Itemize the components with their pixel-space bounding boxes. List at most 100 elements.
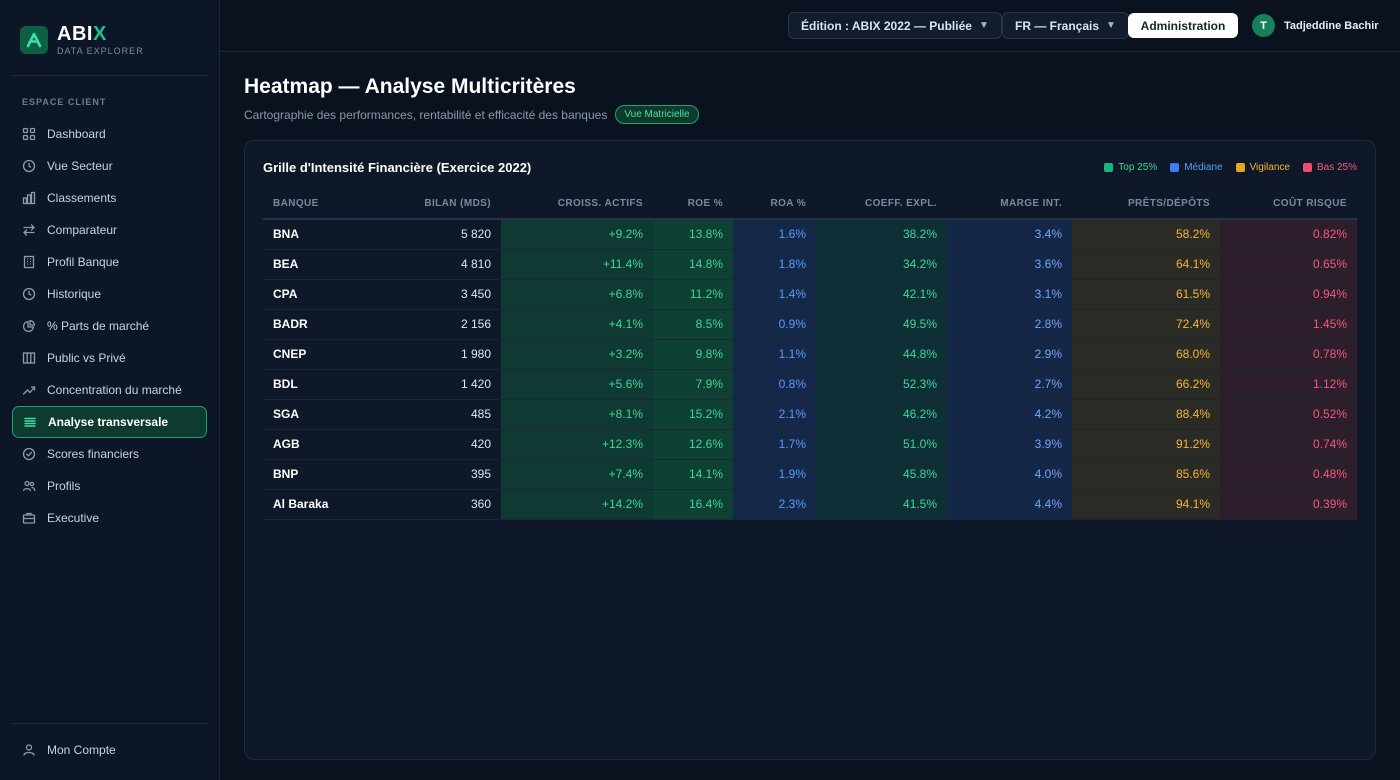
sidebar-item-historique[interactable]: Historique [12,278,207,310]
sidebar-divider [12,723,207,724]
cell-cout-risque: 0.74% [1220,429,1357,460]
table-row[interactable]: AGB 420 +12.3% 12.6% 1.7% 51.0% 3.9% 91.2% 0.74% [263,429,1357,460]
column-header[interactable]: COEFF. EXPL. [816,189,947,220]
clock-icon [22,159,36,173]
sidebar-item-analyse-transversale[interactable]: Analyse transversale [12,406,207,438]
column-header[interactable]: BILAN (MDS) [371,189,501,220]
sidebar-item-scores-financiers[interactable]: Scores financiers [12,438,207,470]
cell-prets-depots: 72.4% [1072,309,1220,340]
sidebar-item-vue-secteur[interactable]: Vue Secteur [12,150,207,182]
cell-roa: 0.8% [733,369,816,400]
column-header[interactable]: ROA % [733,189,816,220]
table-row[interactable]: BEA 4 810 +11.4% 14.8% 1.8% 34.2% 3.6% 64.1% 0.6… [263,249,1357,280]
column-header[interactable]: CROISS. ACTIFS [501,189,653,220]
cell-croiss-actifs: +5.6% [501,369,653,400]
page-subtitle-row: Cartographie des performances, rentabili… [244,105,699,124]
cell-roe: 16.4% [653,489,733,520]
table-row[interactable]: CPA 3 450 +6.8% 11.2% 1.4% 42.1% 3.1% 61.5% 0.94… [263,279,1357,310]
cell-prets-depots: 88.4% [1072,399,1220,430]
table-row[interactable]: BNA 5 820 +9.2% 13.8% 1.6% 38.2% 3.4% 58.2% 0.82… [263,219,1357,250]
cell-marge-int: 3.6% [947,249,1072,280]
edition-select-value: Édition : ABIX 2022 — Publiée [801,18,972,33]
user-menu[interactable]: T Tadjeddine Bachir [1252,14,1379,37]
column-header[interactable]: MARGE INT. [947,189,1072,220]
view-badge: Vue Matricielle [615,105,699,124]
cell-marge-int: 2.9% [947,339,1072,370]
administration-button[interactable]: Administration [1128,13,1238,38]
table-row[interactable]: SGA 485 +8.1% 15.2% 2.1% 46.2% 4.2% 88.4% 0.52% [263,399,1357,430]
column-header[interactable]: PRÊTS/DÉPÔTS [1072,189,1220,220]
cell-roe: 9.8% [653,339,733,370]
cell-prets-depots: 68.0% [1072,339,1220,370]
cell-roe: 12.6% [653,429,733,460]
cell-marge-int: 2.8% [947,309,1072,340]
sidebar-item-dashboard[interactable]: Dashboard [12,118,207,150]
sidebar-item-label: Comparateur [47,223,118,237]
cell-cout-risque: 0.48% [1220,459,1357,490]
cell-roa: 1.4% [733,279,816,310]
cell-coeff-expl: 45.8% [816,459,947,490]
user-name: Tadjeddine Bachir [1284,19,1379,32]
bar-chart-icon [22,191,36,205]
sidebar-item-public-vs-prive[interactable]: Public vs Privé [12,342,207,374]
table-row[interactable]: Al Baraka 360 +14.2% 16.4% 2.3% 41.5% 4.4% 94.1… [263,489,1357,520]
swap-arrows-icon [23,224,35,236]
chevron-down-icon: ▼ [1106,20,1116,31]
column-header[interactable]: COÛT RISQUE [1220,189,1357,220]
table-row[interactable]: CNEP 1 980 +3.2% 9.8% 1.1% 44.8% 2.9% 68.0% 0.78… [263,339,1357,370]
brand[interactable]: ABIX DATA EXPLORER [20,24,144,56]
sidebar-item-profil-banque[interactable]: Profil Banque [12,246,207,278]
briefcase-icon [22,512,36,524]
table-row[interactable]: BDL 1 420 +5.6% 7.9% 0.8% 52.3% 2.7% 66.2% 1.12% [263,369,1357,400]
sidebar-item-label: Executive [47,511,100,525]
sidebar-item-parts-de-marche[interactable]: % Parts de marché [12,310,207,342]
sidebar-item-comparateur[interactable]: Comparateur [12,214,207,246]
cell-coeff-expl: 49.5% [816,309,947,340]
sidebar-item-profils[interactable]: Profils [12,470,207,502]
cell-banque: BNA [263,219,371,250]
cell-coeff-expl: 34.2% [816,249,947,280]
cell-banque: BADR [263,309,371,340]
cell-banque: BEA [263,249,371,280]
column-header[interactable]: ROE % [653,189,733,220]
check-circle-icon [22,447,36,461]
legend-item-mediane: Médiane [1170,162,1223,173]
table-row[interactable]: BADR 2 156 +4.1% 8.5% 0.9% 49.5% 2.8% 72.4% 1.45… [263,309,1357,340]
sidebar-item-label: Profil Banque [47,255,120,269]
cell-roe: 14.8% [653,249,733,280]
cell-bilan: 420 [371,429,501,460]
cell-croiss-actifs: +4.1% [501,309,653,340]
cell-roa: 1.6% [733,219,816,250]
edition-select[interactable]: Édition : ABIX 2022 — Publiée ▼ [788,12,1002,39]
sidebar-item-mon-compte[interactable]: Mon Compte [12,734,207,766]
cell-roa: 0.9% [733,309,816,340]
cell-marge-int: 4.4% [947,489,1072,520]
sidebar-item-label: Scores financiers [47,447,140,461]
cell-coeff-expl: 44.8% [816,339,947,370]
cell-croiss-actifs: +6.8% [501,279,653,310]
cell-bilan: 2 156 [371,309,501,340]
cell-cout-risque: 1.45% [1220,309,1357,340]
cell-bilan: 4 810 [371,249,501,280]
user-icon [23,744,35,756]
table-row[interactable]: BNP 395 +7.4% 14.1% 1.9% 45.8% 4.0% 85.6% 0.48% [263,459,1357,490]
brand-name: ABIX [57,23,107,45]
sidebar-item-concentration-du-marche[interactable]: Concentration du marché [12,374,207,406]
cell-cout-risque: 0.94% [1220,279,1357,310]
sidebar-item-label: Public vs Privé [47,351,126,365]
cell-cout-risque: 0.52% [1220,399,1357,430]
cell-croiss-actifs: +14.2% [501,489,653,520]
cell-marge-int: 3.1% [947,279,1072,310]
language-select[interactable]: FR — Français ▼ [1002,12,1129,39]
cell-banque: Al Baraka [263,489,371,520]
cell-marge-int: 3.9% [947,429,1072,460]
cell-prets-depots: 85.6% [1072,459,1220,490]
cell-coeff-expl: 52.3% [816,369,947,400]
sidebar-item-classements[interactable]: Classements [12,182,207,214]
sidebar-item-executive[interactable]: Executive [12,502,207,534]
column-header[interactable]: BANQUE [263,189,371,220]
cell-roa: 1.1% [733,339,816,370]
legend-label: Médiane [1184,162,1223,173]
language-select-value: FR — Français [1015,18,1100,33]
legend-label: Bas 25% [1316,162,1357,173]
